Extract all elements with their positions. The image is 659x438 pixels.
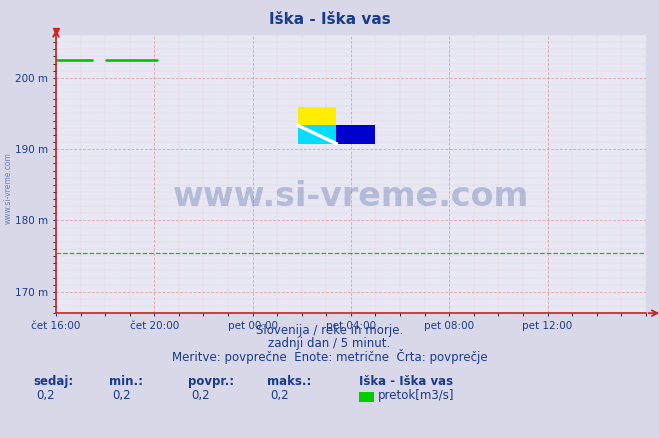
Text: sedaj:: sedaj: (33, 375, 73, 389)
Text: Iška - Iška vas: Iška - Iška vas (359, 375, 453, 389)
Text: 0,2: 0,2 (191, 389, 210, 402)
Text: 0,2: 0,2 (270, 389, 289, 402)
Text: pretok[m3/s]: pretok[m3/s] (378, 389, 455, 402)
Bar (298, 125, 336, 144)
Text: min.:: min.: (109, 375, 143, 389)
Bar (336, 125, 374, 144)
Text: Slovenija / reke in morje.: Slovenija / reke in morje. (256, 324, 403, 337)
Text: 0,2: 0,2 (36, 389, 55, 402)
Text: Meritve: povprečne  Enote: metrične  Črta: povprečje: Meritve: povprečne Enote: metrične Črta:… (172, 350, 487, 364)
Text: zadnji dan / 5 minut.: zadnji dan / 5 minut. (268, 337, 391, 350)
Bar (298, 107, 336, 125)
Text: www.si-vreme.com: www.si-vreme.com (3, 152, 13, 224)
Text: povpr.:: povpr.: (188, 375, 234, 389)
Text: www.si-vreme.com: www.si-vreme.com (173, 180, 529, 213)
Text: Iška - Iška vas: Iška - Iška vas (269, 12, 390, 27)
Text: maks.:: maks.: (267, 375, 311, 389)
Text: 0,2: 0,2 (112, 389, 130, 402)
